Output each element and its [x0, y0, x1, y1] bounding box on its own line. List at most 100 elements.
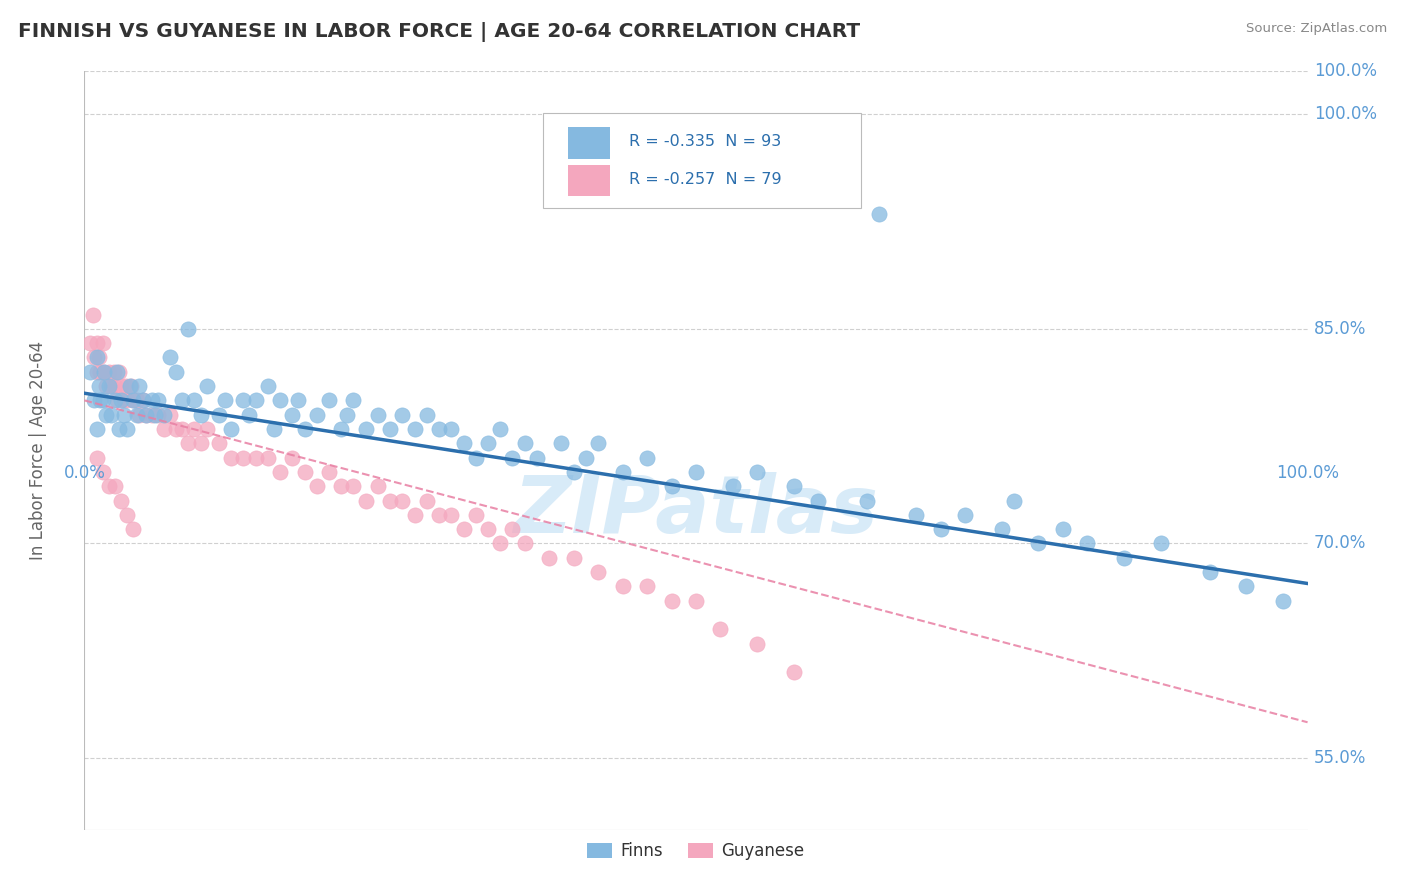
Text: 100.0%: 100.0%: [1313, 62, 1376, 80]
Legend: Finns, Guyanese: Finns, Guyanese: [581, 836, 811, 867]
Point: [208, 436, 231, 450]
Text: ZIPatlas: ZIPatlas: [513, 472, 879, 550]
Point: [232, 393, 254, 408]
Point: [502, 450, 524, 465]
Text: R = -0.257  N = 79: R = -0.257 N = 79: [628, 172, 782, 187]
Point: [661, 593, 683, 607]
Point: [112, 408, 135, 422]
Text: 85.0%: 85.0%: [1313, 320, 1367, 338]
Point: [783, 665, 806, 680]
Point: [219, 422, 242, 436]
Point: [427, 422, 450, 436]
Point: [82, 308, 104, 322]
Point: [97, 479, 120, 493]
Point: [153, 408, 176, 422]
Point: [86, 336, 108, 351]
Point: [586, 436, 609, 450]
Point: [195, 379, 218, 393]
Point: [110, 493, 132, 508]
Text: 0.0%: 0.0%: [63, 464, 105, 482]
Point: [502, 522, 524, 536]
Point: [143, 408, 166, 422]
Point: [115, 508, 138, 522]
Point: [87, 351, 110, 365]
Point: [172, 393, 194, 408]
Point: [190, 408, 212, 422]
Point: [115, 422, 138, 436]
Point: [453, 436, 475, 450]
Point: [305, 408, 328, 422]
Point: [489, 536, 512, 550]
Point: [115, 393, 138, 408]
Point: [440, 508, 463, 522]
Point: [79, 365, 101, 379]
Point: [367, 479, 389, 493]
Point: [86, 450, 108, 465]
Point: [183, 422, 205, 436]
Point: [513, 436, 536, 450]
Point: [1236, 579, 1258, 593]
Point: [404, 508, 426, 522]
Point: [354, 493, 377, 508]
Point: [318, 393, 340, 408]
Point: [132, 393, 155, 408]
Text: Source: ZipAtlas.com: Source: ZipAtlas.com: [1247, 22, 1388, 36]
Point: [991, 522, 1014, 536]
Point: [263, 422, 285, 436]
Point: [100, 408, 122, 422]
Point: [172, 422, 194, 436]
Text: R = -0.335  N = 93: R = -0.335 N = 93: [628, 135, 780, 149]
FancyBboxPatch shape: [543, 113, 860, 208]
Text: 70.0%: 70.0%: [1313, 534, 1367, 552]
Point: [550, 436, 572, 450]
Point: [125, 408, 148, 422]
Point: [330, 479, 353, 493]
Point: [562, 550, 585, 565]
Point: [83, 351, 105, 365]
Point: [153, 422, 176, 436]
Point: [294, 465, 316, 479]
Point: [257, 450, 280, 465]
Point: [453, 522, 475, 536]
Point: [122, 393, 145, 408]
Point: [318, 465, 340, 479]
Point: [336, 408, 359, 422]
Point: [269, 465, 291, 479]
Point: [477, 522, 499, 536]
Point: [1272, 593, 1295, 607]
Point: [105, 365, 128, 379]
Point: [96, 379, 118, 393]
Point: [100, 379, 122, 393]
Point: [747, 637, 769, 651]
Point: [294, 422, 316, 436]
Point: [125, 393, 148, 408]
Point: [112, 393, 135, 408]
Point: [342, 479, 364, 493]
Point: [856, 493, 879, 508]
Point: [612, 579, 634, 593]
Point: [190, 436, 212, 450]
Point: [122, 393, 145, 408]
Point: [89, 365, 111, 379]
Point: [747, 465, 769, 479]
Point: [93, 365, 115, 379]
Point: [721, 479, 744, 493]
Point: [135, 408, 157, 422]
Point: [929, 522, 952, 536]
Point: [128, 408, 150, 422]
Point: [427, 508, 450, 522]
Point: [440, 422, 463, 436]
Point: [1052, 522, 1074, 536]
Point: [118, 379, 141, 393]
Point: [869, 207, 891, 221]
Point: [195, 422, 218, 436]
Point: [305, 479, 328, 493]
Point: [104, 379, 127, 393]
Point: [91, 393, 114, 408]
Point: [269, 393, 291, 408]
Point: [783, 479, 806, 493]
Point: [177, 436, 200, 450]
Point: [208, 408, 231, 422]
Point: [238, 408, 260, 422]
Point: [135, 408, 157, 422]
